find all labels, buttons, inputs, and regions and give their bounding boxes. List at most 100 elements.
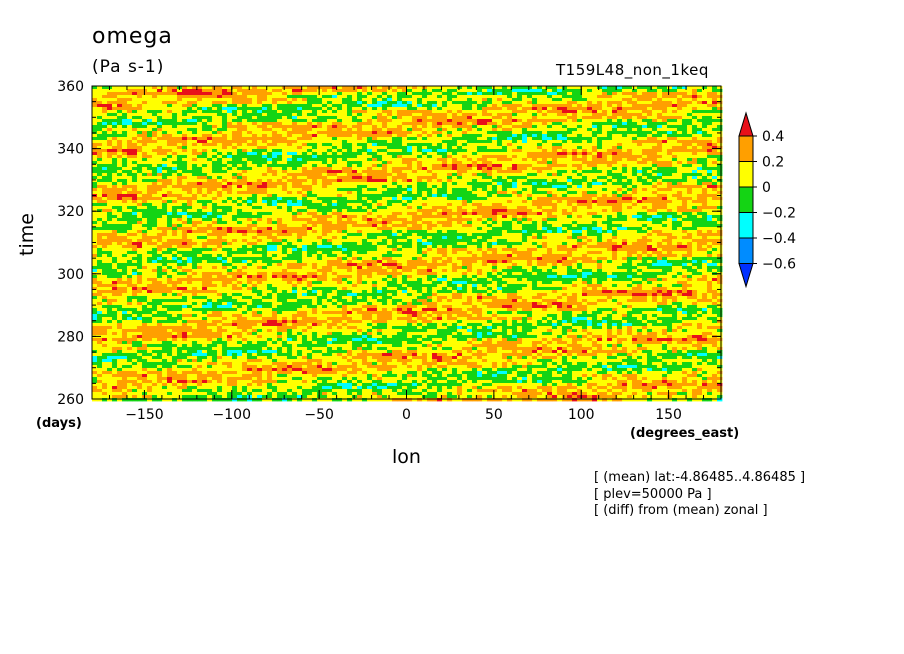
field-cell: [482, 101, 488, 105]
field-cell: [687, 107, 693, 111]
field-cell: [572, 113, 578, 117]
field-cell: [597, 92, 603, 96]
field-cell: [647, 122, 653, 126]
field-cell: [152, 95, 158, 99]
field-cell: [307, 131, 313, 135]
field-cell: [432, 95, 438, 99]
field-cell: [202, 197, 208, 201]
field-cell: [492, 152, 498, 156]
field-cell: [457, 119, 463, 123]
field-cell: [482, 158, 488, 162]
field-cell: [652, 134, 658, 138]
field-cell: [342, 170, 348, 174]
field-cell: [242, 149, 248, 153]
field-cell: [107, 203, 113, 207]
field-cell: [587, 182, 593, 186]
field-cell: [282, 176, 288, 180]
field-cell: [207, 134, 213, 138]
field-cell: [127, 155, 133, 159]
field-cell: [417, 200, 423, 204]
field-cell: [482, 137, 488, 141]
field-cell: [582, 86, 588, 90]
field-cell: [187, 95, 193, 99]
field-cell: [192, 92, 198, 96]
field-cell: [707, 146, 713, 150]
field-cell: [407, 116, 413, 120]
field-cell: [132, 194, 138, 198]
field-cell: [177, 146, 183, 150]
field-cell: [317, 122, 323, 126]
field-cell: [692, 164, 698, 168]
field-cell: [347, 197, 353, 201]
field-cell: [417, 191, 423, 195]
field-cell: [492, 164, 498, 168]
field-cell: [562, 191, 568, 195]
field-cell: [242, 164, 248, 168]
field-cell: [267, 164, 273, 168]
field-cell: [512, 110, 518, 114]
field-cell: [452, 116, 458, 120]
field-cell: [482, 200, 488, 204]
field-cell: [272, 191, 278, 195]
field-cell: [222, 98, 228, 102]
field-cell: [247, 101, 253, 105]
field-cell: [572, 155, 578, 159]
field-cell: [167, 119, 173, 123]
field-cell: [552, 137, 558, 141]
field-cell: [307, 107, 313, 111]
field-cell: [457, 149, 463, 153]
field-cell: [667, 152, 673, 156]
field-cell: [677, 95, 683, 99]
field-cell: [417, 122, 423, 126]
field-cell: [507, 146, 513, 150]
field-cell: [357, 89, 363, 93]
field-cell: [357, 197, 363, 201]
field-cell: [252, 170, 258, 174]
field-cell: [612, 125, 618, 129]
field-cell: [557, 107, 563, 111]
field-cell: [712, 200, 718, 204]
field-cell: [702, 182, 708, 186]
field-cell: [247, 179, 253, 183]
field-cell: [107, 107, 113, 111]
field-cell: [247, 152, 253, 156]
field-cell: [597, 188, 603, 192]
field-cell: [357, 182, 363, 186]
field-cell: [142, 173, 148, 177]
field-cell: [407, 92, 413, 96]
field-cell: [162, 116, 168, 120]
field-cell: [312, 95, 318, 99]
field-cell: [557, 191, 563, 195]
field-cell: [282, 86, 288, 90]
field-cell: [317, 185, 323, 189]
field-cell: [252, 176, 258, 180]
field-cell: [212, 155, 218, 159]
field-cell: [522, 110, 528, 114]
field-cell: [567, 155, 573, 159]
field-cell: [587, 113, 593, 117]
field-cell: [297, 86, 303, 90]
field-cell: [482, 131, 488, 135]
field-cell: [137, 152, 143, 156]
field-cell: [347, 128, 353, 132]
field-cell: [152, 164, 158, 168]
field-cell: [477, 101, 483, 105]
field-cell: [277, 107, 283, 111]
field-cell: [142, 137, 148, 141]
field-cell: [182, 122, 188, 126]
field-cell: [197, 152, 203, 156]
field-cell: [707, 119, 713, 123]
field-cell: [257, 92, 263, 96]
field-cell: [522, 125, 528, 129]
field-cell: [592, 104, 598, 108]
field-cell: [402, 146, 408, 150]
field-cell: [637, 143, 643, 147]
field-cell: [147, 191, 153, 195]
field-cell: [102, 101, 108, 105]
field-cell: [172, 176, 178, 180]
field-cell: [542, 95, 548, 99]
field-cell: [397, 92, 403, 96]
field-cell: [142, 146, 148, 150]
field-cell: [517, 200, 523, 204]
field-cell: [287, 146, 293, 150]
